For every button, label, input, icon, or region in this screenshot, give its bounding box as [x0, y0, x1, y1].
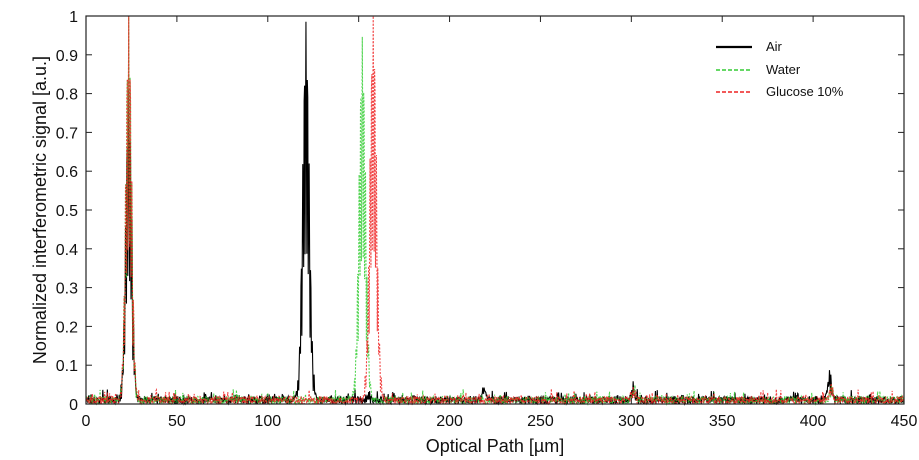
y-tick-label: 0.6 [56, 164, 78, 181]
legend-label-air: Air [766, 39, 783, 54]
y-tick-label: 0.7 [56, 125, 78, 142]
x-tick-label: 0 [82, 413, 91, 430]
y-axis-title: Normalized interferometric signal [a.u.] [30, 56, 50, 364]
x-tick-label: 50 [168, 413, 186, 430]
x-axis-title: Optical Path [µm] [426, 436, 564, 456]
y-tick-label: 0.5 [56, 203, 78, 220]
y-tick-label: 0.2 [56, 319, 78, 336]
x-tick-label: 400 [800, 413, 827, 430]
tick-layer: 0 50 100 150 200 250 300 350 400 450 0 0.1 0.2 0.3 0.4… [56, 9, 918, 430]
x-tick-label: 100 [254, 413, 281, 430]
legend-label-glucose: Glucose 10% [766, 84, 844, 99]
x-tick-label: 250 [527, 413, 554, 430]
y-tick-label: 0.4 [56, 242, 78, 259]
x-tick-label: 300 [618, 413, 645, 430]
y-tick-label: 0.8 [56, 87, 78, 104]
y-tick-label: 0.9 [56, 48, 78, 65]
legend-label-water: Water [766, 62, 801, 77]
x-tick-label: 450 [891, 413, 918, 430]
y-tick-label: 0 [69, 397, 78, 414]
x-tick-label: 150 [345, 413, 372, 430]
y-tick-label: 0.1 [56, 358, 78, 375]
legend: Air Water Glucose 10% [716, 39, 844, 99]
series-line-0 [85, 21, 905, 406]
x-tick-label: 350 [709, 413, 736, 430]
series-layer [85, 15, 905, 407]
x-tick-label: 200 [436, 413, 463, 430]
series-line-2 [85, 15, 905, 407]
series-line-1 [85, 15, 905, 407]
y-tick-label: 1 [69, 9, 78, 26]
y-tick-label: 0.3 [56, 281, 78, 298]
